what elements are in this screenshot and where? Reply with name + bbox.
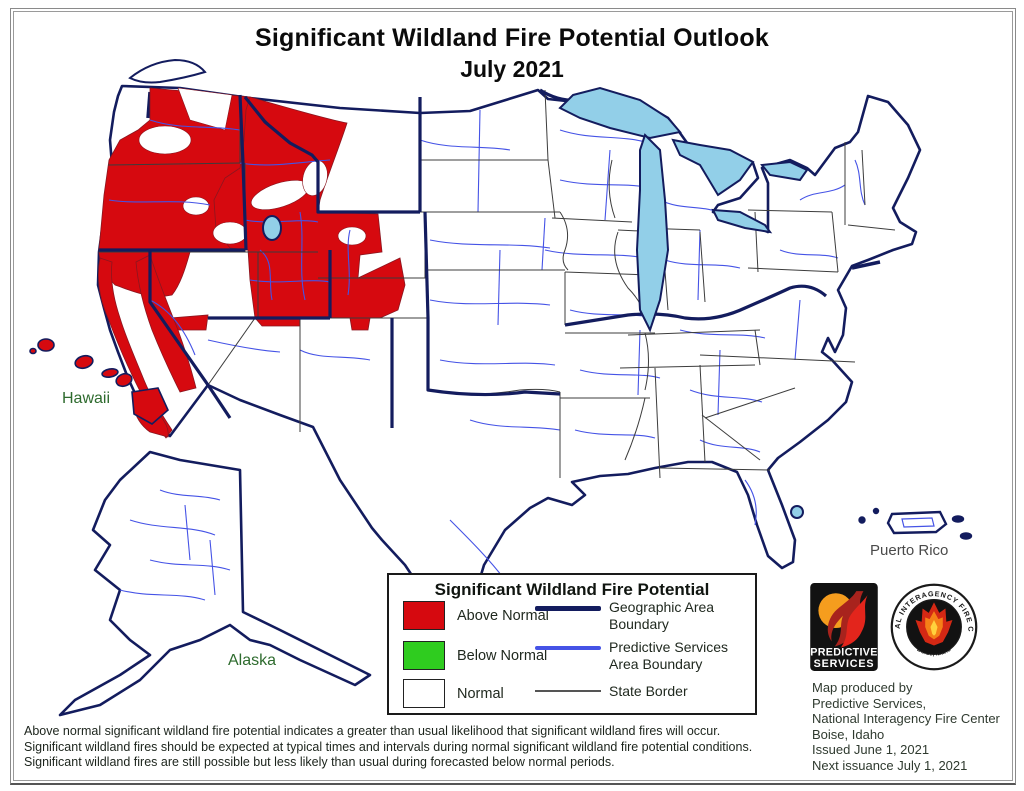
agency-logos: PREDICTIVE SERVICES NATIONAL INTERAGENCY… <box>810 583 978 671</box>
normal-swatch <box>403 679 445 708</box>
psa-boundary-line-sample <box>535 646 601 650</box>
below-normal-swatch <box>403 641 445 670</box>
state-border-line-sample <box>535 690 601 692</box>
legend-item-normal: Normal <box>403 679 504 708</box>
normal-label: Normal <box>457 685 504 702</box>
alaska-inset <box>58 450 372 717</box>
ps-logo-line2: SERVICES <box>814 658 875 670</box>
legend-title: Significant Wildland Fire Potential <box>434 580 710 599</box>
predictive-services-logo: PREDICTIVE SERVICES <box>810 583 878 671</box>
lake-huron <box>671 138 755 197</box>
lake-okeechobee <box>790 505 804 519</box>
great-salt-lake <box>262 215 282 241</box>
credit-line: Map produced by <box>812 680 913 695</box>
great-lakes <box>262 86 809 519</box>
normal-cutouts <box>138 87 367 246</box>
ga-boundary-line-sample <box>535 606 601 611</box>
legend-item-psa-boundary: Predictive Services Area Boundary <box>535 639 747 673</box>
ps-logo-line1: PREDICTIVE <box>810 647 878 659</box>
puerto-rico-inset <box>858 507 973 540</box>
state-border-label: State Border <box>609 683 688 699</box>
nifc-location-text: Boise, Idaho <box>916 646 953 658</box>
hawaii-inset <box>29 338 169 425</box>
map-legend: Significant Wildland Fire Potential Abov… <box>387 573 757 715</box>
disclaimer-text: Above normal significant wildland fire p… <box>24 724 784 771</box>
map-credits: Map produced by Predictive Services, Nat… <box>812 680 1000 773</box>
nifc-logo: NATIONAL INTERAGENCY FIRE CENTER Boise, … <box>890 583 978 671</box>
map-title: Significant Wildland Fire Potential Outl… <box>0 24 1024 83</box>
svg-text:Boise, Idaho: Boise, Idaho <box>916 646 953 658</box>
map-title-line2: July 2021 <box>460 56 564 82</box>
puerto-rico-label: Puerto Rico <box>870 542 949 559</box>
credit-line: Boise, Idaho <box>812 726 885 742</box>
legend-item-below-normal: Below Normal <box>403 641 547 670</box>
credit-line: National Interagency Fire Center <box>812 711 1000 726</box>
lake-ontario <box>760 160 809 182</box>
disclaimer-line: Significant wildland fires are still pos… <box>24 755 615 769</box>
credit-line: Predictive Services, <box>812 695 927 711</box>
psa-boundary-label: Predictive Services Area Boundary <box>609 639 729 672</box>
ga-boundary-label: Geographic Area Boundary <box>609 599 715 632</box>
above-normal-label: Above Normal <box>457 607 549 624</box>
credit-line: Issued June 1, 2021 <box>812 742 930 757</box>
lake-erie <box>711 208 773 234</box>
disclaimer-line: Above normal significant wildland fire p… <box>24 724 721 738</box>
lake-superior <box>558 86 682 140</box>
below-normal-label: Below Normal <box>457 647 548 664</box>
legend-item-above-normal: Above Normal <box>403 601 549 630</box>
hawaii-label: Hawaii <box>62 390 111 407</box>
credit-line: Next issuance July 1, 2021 <box>812 757 968 773</box>
legend-item-state-border: State Border <box>535 683 747 700</box>
psa-boundaries <box>108 109 866 581</box>
disclaimer-line: Significant wildland fires should be exp… <box>24 739 753 754</box>
legend-item-ga-boundary: Geographic Area Boundary <box>535 599 747 633</box>
above-normal-swatch <box>403 601 445 630</box>
lake-michigan <box>635 133 670 333</box>
alaska-label: Alaska <box>228 652 277 669</box>
map-title-line1: Significant Wildland Fire Potential Outl… <box>255 24 769 52</box>
